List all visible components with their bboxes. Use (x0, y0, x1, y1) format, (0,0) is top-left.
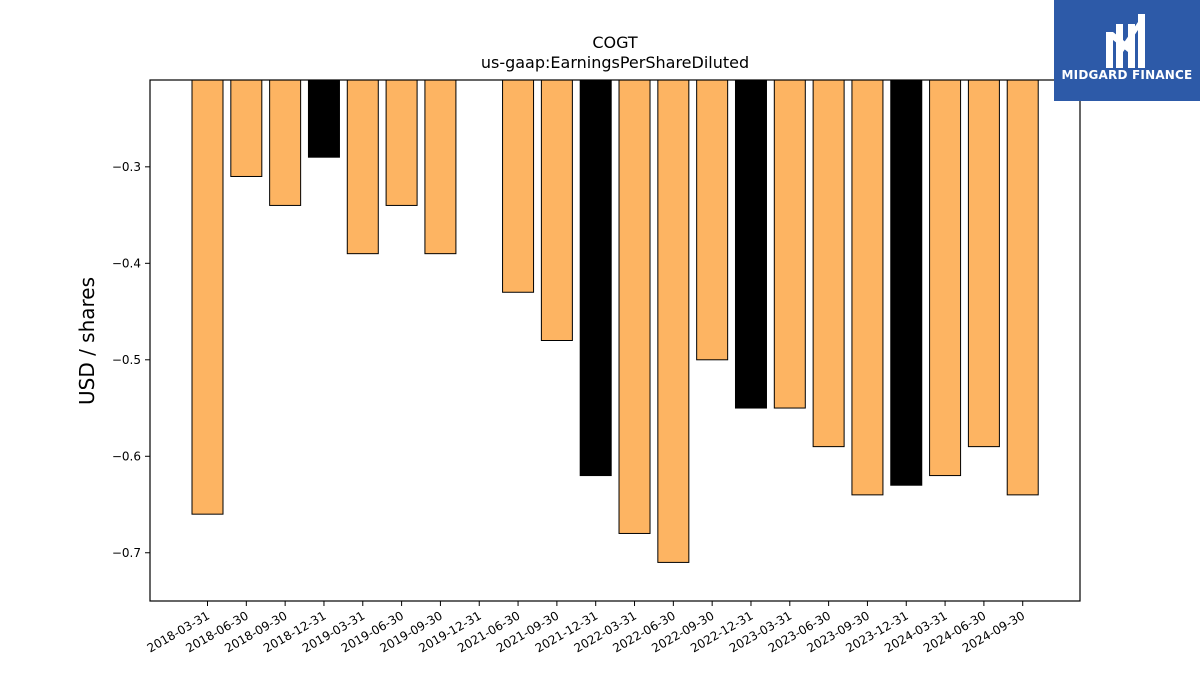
y-tick-label: −0.5 (112, 353, 141, 367)
logo-text: MIDGARD FINANCE (1061, 68, 1193, 82)
bar-2021-12-31 (579, 79, 612, 477)
bar-2018-09-30 (269, 79, 302, 206)
bar-2018-12-31 (307, 79, 340, 158)
bar-2022-03-31 (618, 79, 651, 534)
x-axis: 2018-03-312018-06-302018-09-302018-12-31… (145, 601, 1027, 655)
plot-frame (149, 79, 1081, 602)
y-axis-label: USD / shares (75, 277, 99, 405)
bar-2021-06-30 (502, 79, 535, 293)
bar-2018-03-31 (191, 79, 224, 515)
bar-2022-06-30 (657, 79, 690, 563)
y-axis: −0.7 −0.6 −0.5 −0.4 −0.3 (112, 160, 150, 560)
bar-2019-06-30 (385, 79, 418, 206)
bar-2024-09-30 (1006, 79, 1039, 496)
bar-2023-06-30 (812, 79, 845, 448)
bar-2024-03-31 (929, 79, 962, 477)
y-tick-label: −0.3 (112, 160, 141, 174)
bars-layer (191, 79, 1039, 563)
y-tick-label: −0.7 (112, 546, 141, 560)
bar-2023-03-31 (773, 79, 806, 409)
bar-2022-09-30 (696, 79, 729, 361)
bar-2023-09-30 (851, 79, 884, 496)
y-tick-label: −0.6 (112, 449, 141, 463)
bar-2024-06-30 (967, 79, 1000, 448)
y-tick-label: −0.4 (112, 256, 141, 270)
chart-subtitle: us-gaap:EarningsPerShareDiluted (481, 53, 749, 72)
midgard-logo-mark-icon (1106, 14, 1145, 68)
bar-2021-09-30 (540, 79, 573, 341)
bar-2022-12-31 (734, 79, 767, 409)
bar-2019-03-31 (346, 79, 379, 255)
bar-2019-09-30 (424, 79, 457, 255)
brand-logo: MIDGARD FINANCE (1054, 0, 1200, 101)
bar-2023-12-31 (890, 79, 923, 486)
bar-2018-06-30 (230, 79, 263, 177)
chart-title: COGT (592, 33, 638, 52)
